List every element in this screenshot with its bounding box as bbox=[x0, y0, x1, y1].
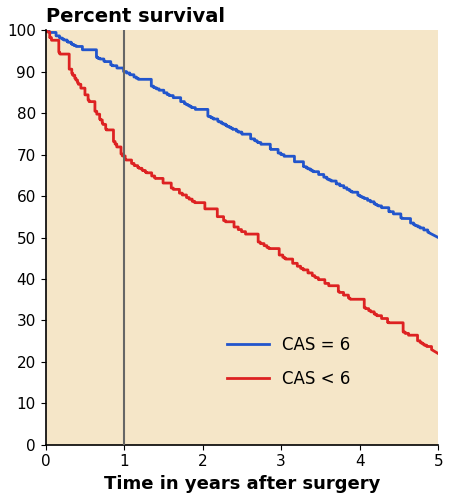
X-axis label: Time in years after surgery: Time in years after surgery bbox=[104, 475, 380, 493]
Text: Percent survival: Percent survival bbox=[45, 7, 225, 26]
Legend: CAS = 6, CAS < 6: CAS = 6, CAS < 6 bbox=[220, 329, 357, 395]
